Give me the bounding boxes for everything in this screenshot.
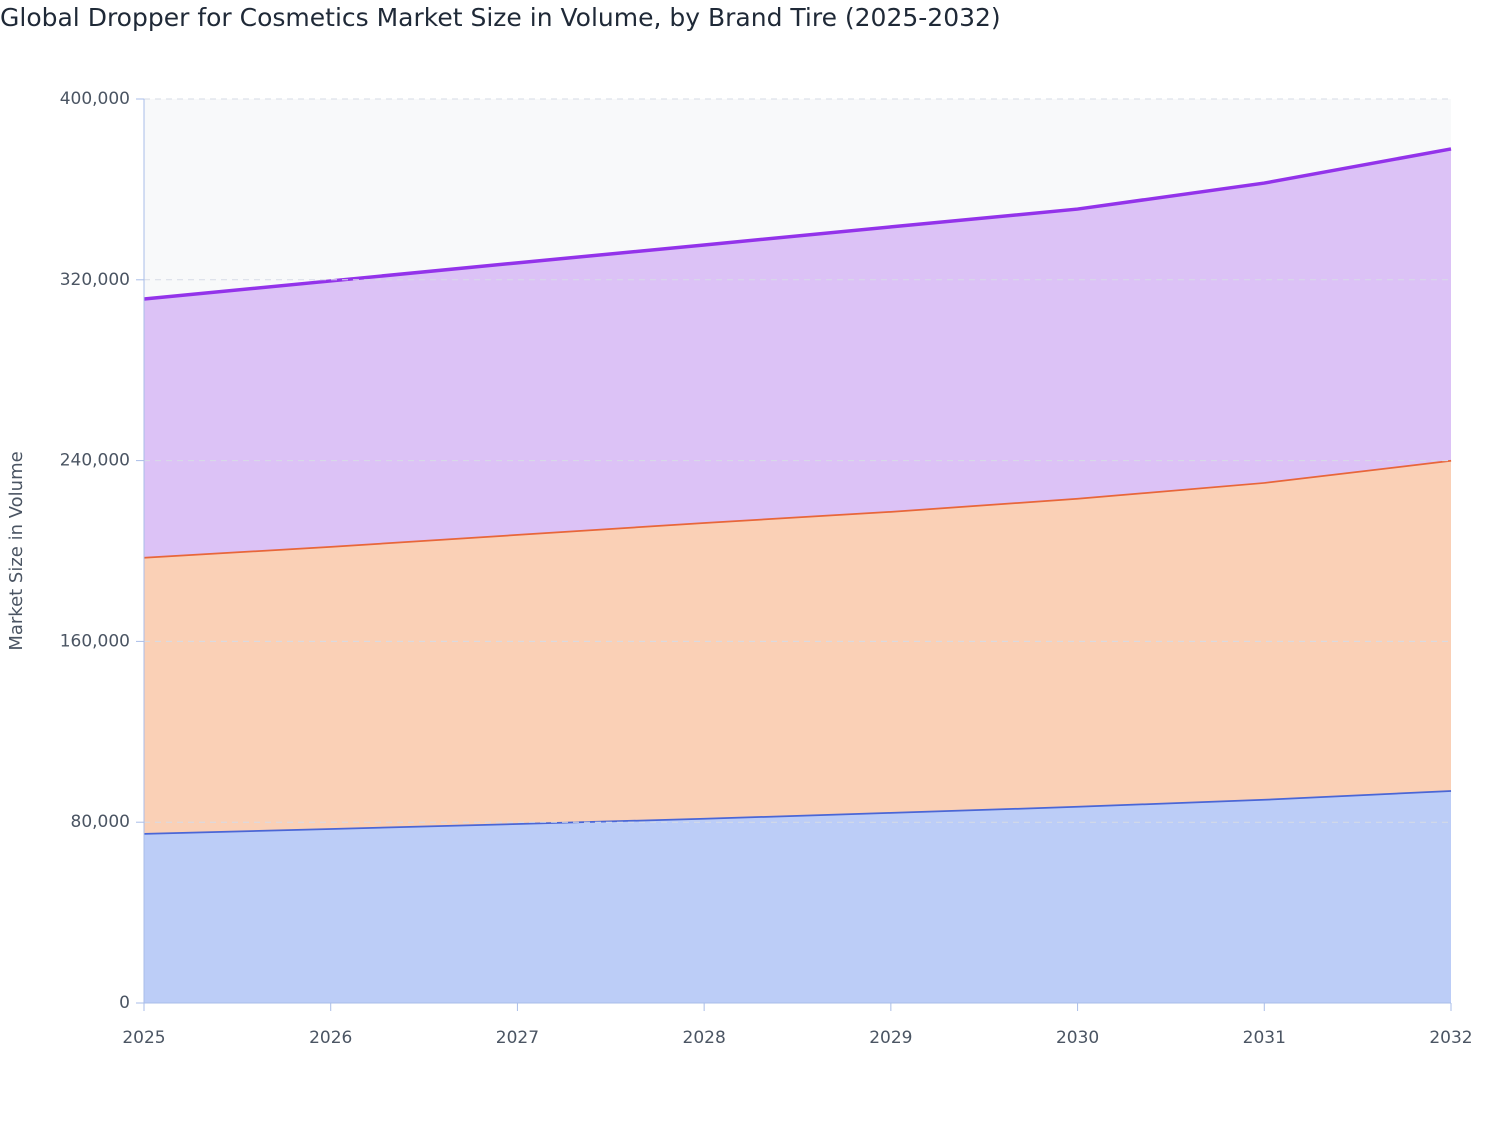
series-line (143, 147, 1452, 301)
y-tick-label: 320,000 (60, 270, 130, 290)
y-tick-label: 80,000 (71, 812, 130, 832)
y-tick-label: 160,000 (60, 631, 130, 651)
area-fill (144, 790, 1451, 1003)
area-fill (144, 459, 1451, 834)
x-tick-label: 2029 (869, 1028, 912, 1048)
y-tick-label: 400,000 (60, 89, 130, 109)
x-tick-label: 2028 (683, 1028, 726, 1048)
y-tick-label: 0 (119, 993, 130, 1013)
chart-title: Global Dropper for Cosmetics Market Size… (0, 3, 1001, 32)
x-tick-label: 2026 (309, 1028, 352, 1048)
area-fill (144, 148, 1451, 557)
x-tick-label: 2025 (122, 1028, 165, 1048)
x-tick-label: 2030 (1056, 1028, 1099, 1048)
y-tick-label: 240,000 (60, 451, 130, 471)
x-tick-label: 2027 (496, 1028, 539, 1048)
x-tick-label: 2031 (1243, 1028, 1286, 1048)
y-axis-title: Market Size in Volume (6, 451, 27, 650)
x-tick-label: 2032 (1429, 1028, 1472, 1048)
